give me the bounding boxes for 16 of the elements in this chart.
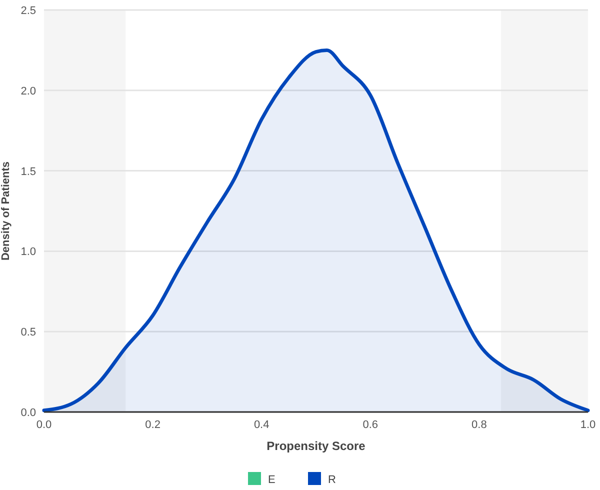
x-tick-label: 1.0 xyxy=(580,419,596,431)
y-tick-label: 2.5 xyxy=(20,5,36,17)
x-tick-label: 0.6 xyxy=(362,419,378,431)
y-tick-label: 2.0 xyxy=(20,85,36,98)
x-axis-title: Propensity Score xyxy=(266,439,366,453)
y-tick-label: 1.5 xyxy=(20,166,36,178)
y-tick-label: 0.5 xyxy=(20,326,36,339)
x-tick-label: 0.2 xyxy=(145,419,160,431)
x-tick-label: 0.4 xyxy=(254,419,270,431)
y-tick-label: 1.0 xyxy=(20,246,36,258)
y-axis-title: Density of Patients xyxy=(0,161,12,261)
y-tick-label: 0.0 xyxy=(20,407,36,419)
legend-label: R xyxy=(328,474,336,486)
legend-label: E xyxy=(268,474,276,486)
x-tick-label: 0.8 xyxy=(472,419,487,431)
x-tick-label: 0.0 xyxy=(36,419,52,431)
